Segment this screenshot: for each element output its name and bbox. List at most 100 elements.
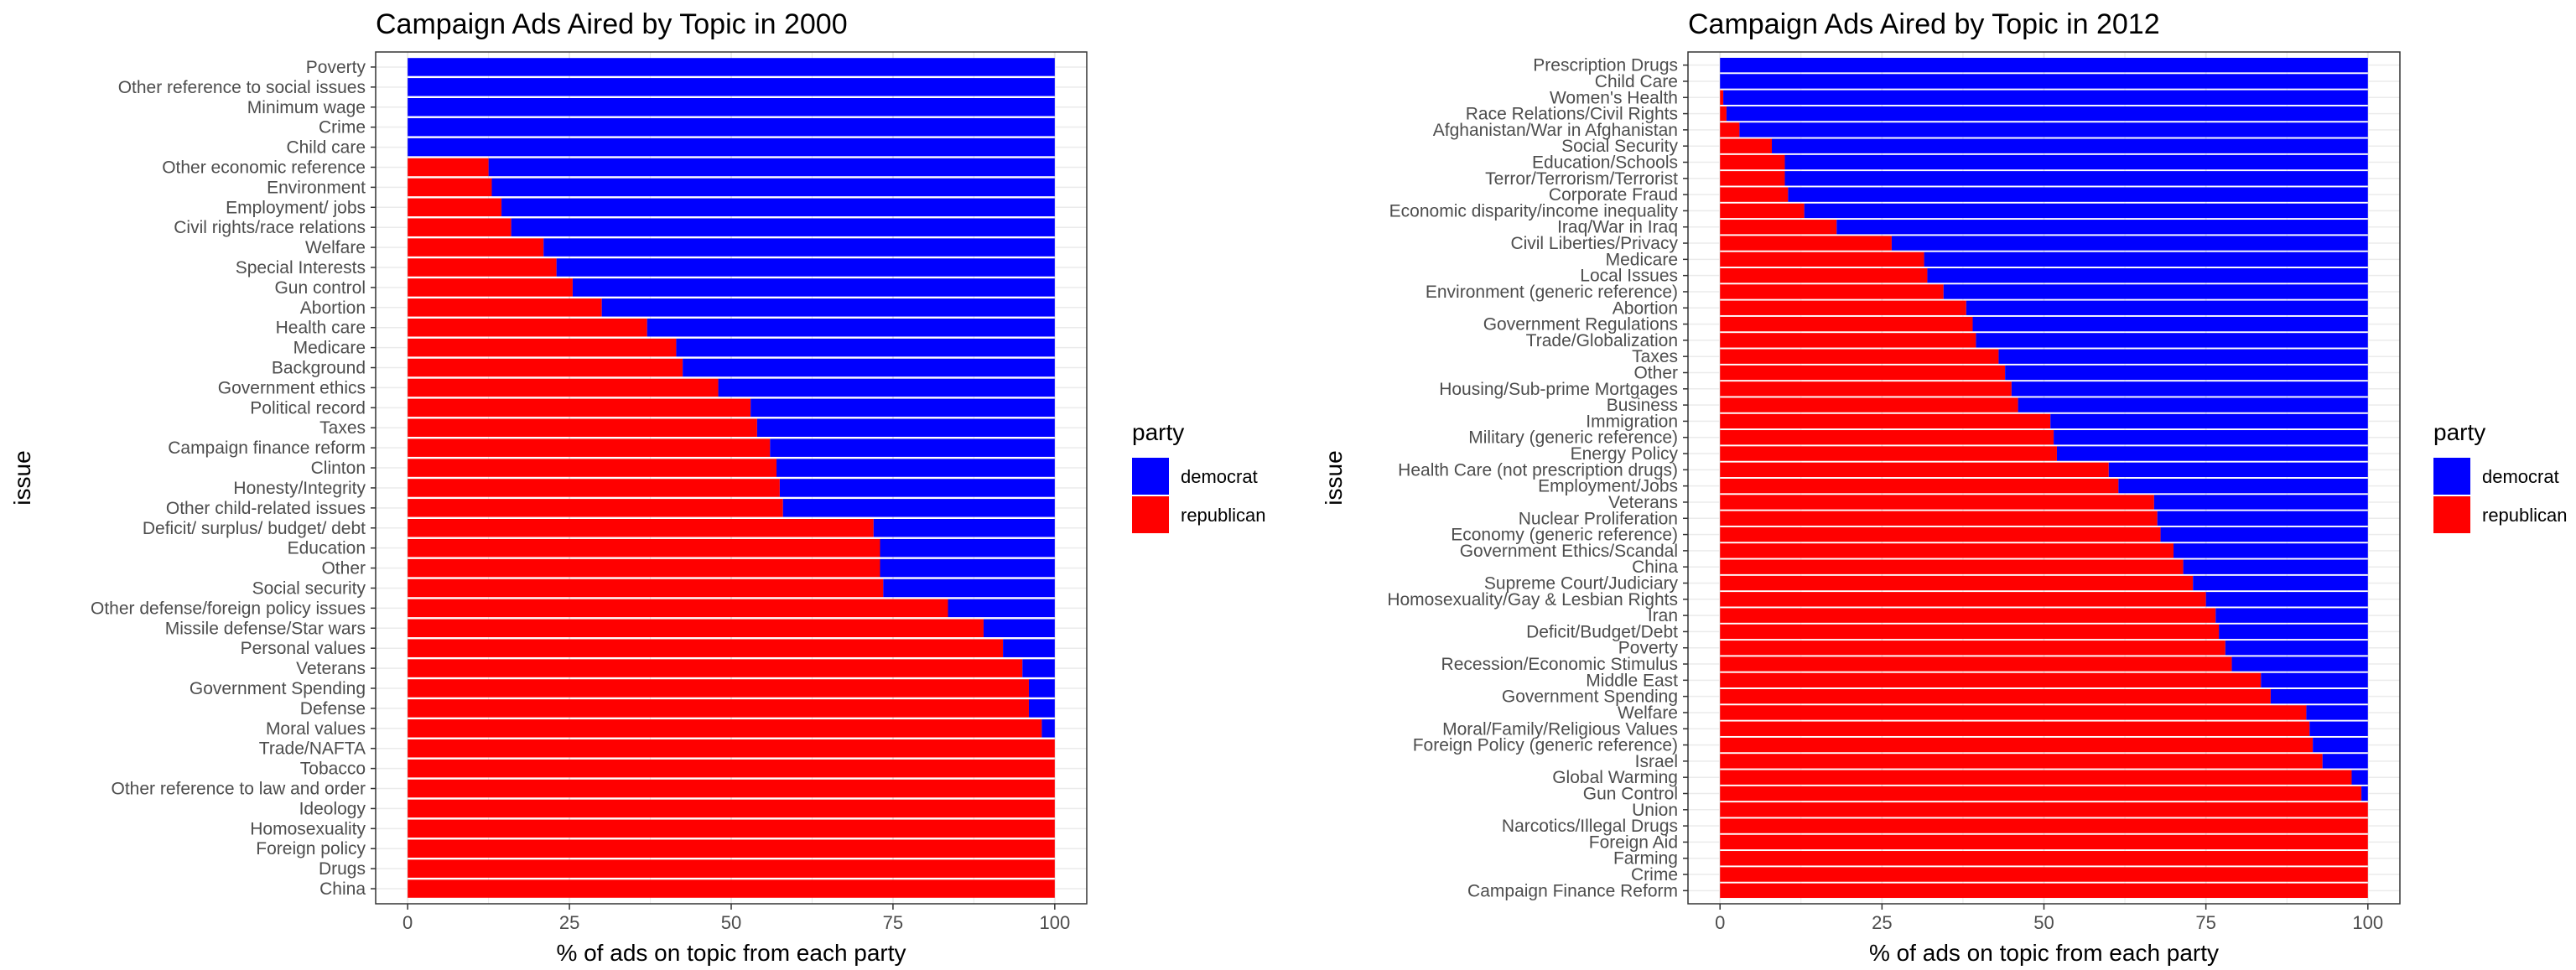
category-label: Other reference to social issues [118, 78, 366, 97]
bar-democrat [1723, 90, 2368, 105]
category-label: Poverty [1618, 639, 1679, 658]
category-label: Government ethics [218, 378, 366, 397]
bar-republican [408, 499, 783, 517]
bar-republican [1720, 267, 1928, 283]
category-label: Education/Schools [1532, 153, 1678, 173]
legend: party democrat republican [1132, 419, 1266, 533]
bar-democrat [2215, 608, 2368, 623]
bar-democrat [2153, 495, 2368, 510]
bar-democrat [2050, 413, 2368, 429]
bar-republican [408, 459, 777, 477]
bar-republican [408, 479, 780, 497]
bar-republican [408, 739, 1055, 758]
bar-democrat [880, 558, 1055, 578]
category-label: China [319, 879, 366, 899]
bar-republican [408, 699, 1029, 718]
bar-republican [1720, 511, 2158, 526]
bar-republican [1720, 381, 2012, 397]
category-label: Government Regulations [1483, 315, 1678, 335]
bar-democrat [2108, 462, 2368, 478]
bar-republican [1720, 252, 1924, 267]
bar-democrat [556, 258, 1055, 277]
bar-democrat [2261, 672, 2368, 688]
category-label: Clinton [311, 459, 366, 478]
legend-swatch-republican [1132, 496, 1169, 533]
bar-republican [1720, 526, 2161, 542]
bar-republican [1720, 608, 2216, 623]
category-label: Veterans [1608, 493, 1678, 512]
bar-democrat [750, 398, 1055, 418]
category-label: Drugs [319, 859, 366, 879]
category-label: Iraq/War in Iraq [1557, 218, 1678, 237]
bar-democrat [2183, 559, 2368, 574]
bar-democrat [880, 538, 1055, 558]
category-label: Employment/ jobs [226, 198, 366, 217]
category-label: Minimum wage [247, 98, 366, 117]
bar-republican [408, 759, 1055, 778]
category-label: Education [288, 539, 366, 558]
bar-democrat [647, 318, 1055, 337]
bar-democrat [1998, 349, 2368, 364]
bar-republican [1720, 705, 2307, 720]
category-label: Deficit/Budget/Debt [1526, 622, 1678, 641]
bar-democrat [683, 358, 1055, 377]
bar-democrat [1784, 154, 2368, 170]
category-label: Iran [1648, 606, 1678, 625]
x-tick-label: 50 [2033, 912, 2054, 933]
category-label: Economy (generic reference) [1451, 526, 1678, 545]
bar-democrat [2306, 705, 2368, 720]
category-label: Foreign Aid [1589, 833, 1678, 852]
bar-republican [1720, 203, 1805, 219]
bar-democrat [572, 278, 1055, 297]
bar-republican [1720, 220, 1837, 235]
bar-democrat [718, 378, 1055, 397]
bar-republican [408, 358, 683, 377]
category-label: Energy Policy [1571, 444, 1679, 464]
x-tick-label: 100 [1039, 912, 1070, 933]
legend-title: party [1132, 419, 1184, 445]
bar-republican [1720, 770, 2352, 785]
bar-democrat [779, 479, 1055, 497]
bar-democrat [1891, 236, 2368, 251]
category-label: Employment/Jobs [1538, 477, 1678, 496]
bar-republican [408, 679, 1029, 698]
bar-democrat [1943, 284, 2368, 299]
category-label: Foreign Policy (generic reference) [1413, 736, 1678, 755]
bar-republican [1720, 592, 2206, 607]
bar-republican [408, 438, 771, 457]
bar-republican [1720, 430, 2054, 445]
bar-democrat [488, 158, 1055, 177]
bar-democrat [1972, 316, 2368, 332]
bar-republican [408, 879, 1055, 898]
bar-republican [408, 278, 573, 297]
category-label: Welfare [1618, 703, 1678, 723]
bar-democrat [2157, 511, 2368, 526]
bar-democrat [948, 599, 1055, 618]
bar-republican [408, 198, 502, 217]
category-label: Environment (generic reference) [1426, 283, 1678, 302]
bar-republican [1720, 478, 2119, 494]
legend-title: party [2433, 419, 2485, 445]
category-label: Gun control [274, 278, 366, 298]
bar-republican [1720, 737, 2314, 753]
category-label: Local Issues [1580, 267, 1678, 286]
bar-republican [1720, 462, 2109, 478]
bar-democrat [1720, 57, 2368, 73]
bar-republican [1720, 688, 2271, 704]
category-label: Foreign policy [256, 839, 366, 858]
category-label: Ideology [299, 799, 366, 818]
legend-label-democrat: democrat [2482, 466, 2559, 487]
x-tick-label: 25 [559, 912, 579, 933]
y-axis-title: issue [9, 450, 35, 505]
category-label: Child care [286, 138, 366, 158]
bar-republican [408, 519, 874, 537]
bar-democrat [1924, 252, 2368, 267]
category-label: Union [1632, 801, 1678, 820]
bar-democrat [501, 198, 1055, 217]
category-label: Afghanistan/War in Afghanistan [1433, 121, 1678, 140]
category-label: Moral/Family/Religious Values [1442, 719, 1678, 739]
bar-democrat [2005, 365, 2368, 381]
bar-republican [1720, 154, 1785, 170]
bar-republican [1720, 171, 1785, 186]
